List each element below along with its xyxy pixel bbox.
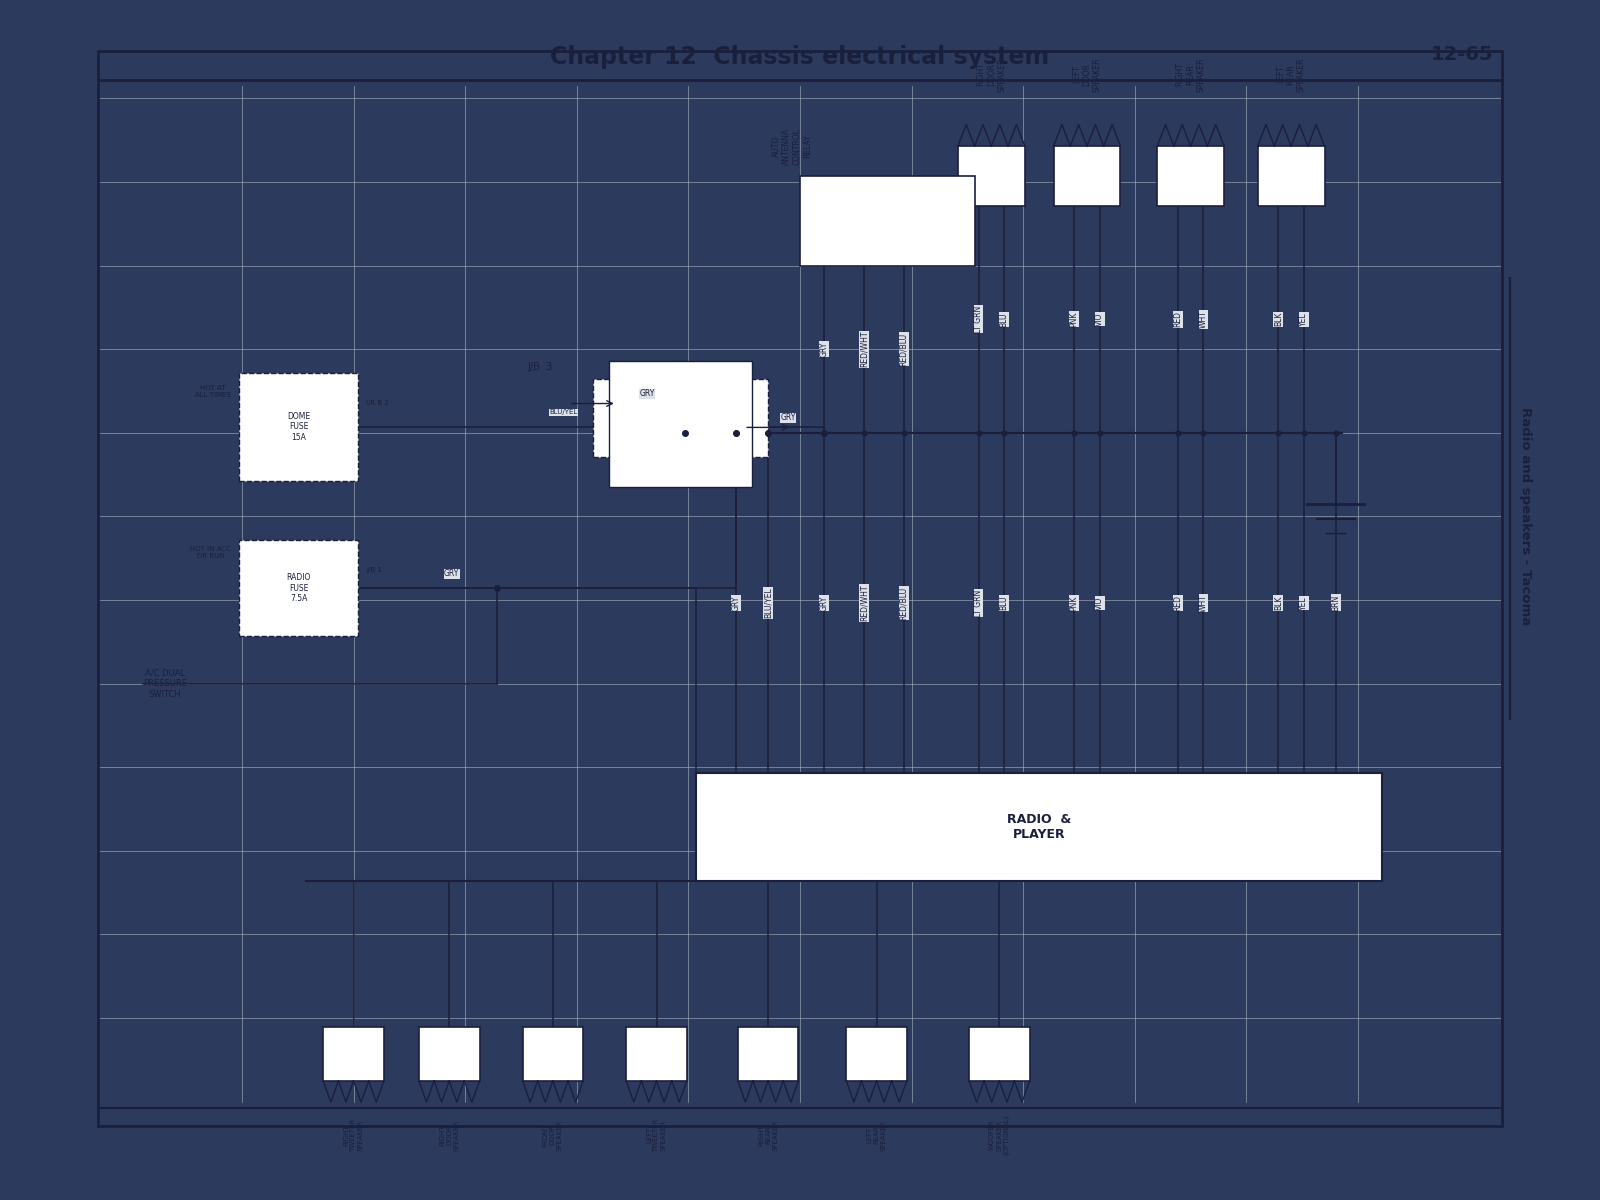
Text: GRY: GRY [819,342,829,356]
Text: LT GRN: LT GRN [974,306,982,332]
Bar [1053,146,1120,206]
Text: GRY: GRY [781,413,795,422]
Bar [523,1027,582,1081]
Text: BLK: BLK [1274,312,1283,326]
Text: 12-65: 12-65 [1430,44,1493,64]
Text: Radio and speakers - Tacoma: Radio and speakers - Tacoma [1518,407,1531,625]
Text: YEL: YEL [1299,596,1309,610]
Bar [323,1027,384,1081]
Text: PNK: PNK [1070,312,1078,326]
Text: LEFT
REAR
SPEAKER: LEFT REAR SPEAKER [1277,58,1306,91]
Text: GRY: GRY [640,390,654,398]
Text: VIO: VIO [1096,313,1104,326]
Text: Chapter 12  Chassis electrical system: Chapter 12 Chassis electrical system [550,44,1050,68]
Bar [238,373,358,480]
Text: WHT: WHT [1198,311,1208,329]
Text: BLU: BLU [1000,312,1008,326]
Text: YEL: YEL [1299,312,1309,326]
Bar [419,1027,480,1081]
Text: PNK: PNK [1070,595,1078,611]
Text: BLU/YEL: BLU/YEL [549,409,578,415]
Text: RIGHT
DOOR
SPEAKER: RIGHT DOOR SPEAKER [440,1120,459,1151]
Text: VIO: VIO [1096,596,1104,610]
Bar [1258,146,1325,206]
Text: LEFT
DOOR
SPEAKER: LEFT DOOR SPEAKER [1072,58,1102,91]
Text: RIGHT
TWEETER
SPEAKER: RIGHT TWEETER SPEAKER [344,1118,363,1152]
Text: RIGHT
DOOR
SPEAKER: RIGHT DOOR SPEAKER [976,58,1006,91]
Text: LT GRN: LT GRN [974,589,982,617]
Text: WHT: WHT [1198,594,1208,612]
Text: BLU/YEL: BLU/YEL [763,588,773,618]
Bar [970,1027,1030,1081]
Text: BLK: BLK [1274,595,1283,610]
Bar [592,379,768,457]
Text: RADIO
FUSE
7.5A: RADIO FUSE 7.5A [286,574,310,602]
Text: A/C DUAL
PRESSURE
SWITCH: A/C DUAL PRESSURE SWITCH [142,668,187,698]
Text: LEFT
TWEETER
SPEAKER: LEFT TWEETER SPEAKER [646,1118,667,1152]
Text: AUTO
ANTENNA
CONTROL
RELAY: AUTO ANTENNA CONTROL RELAY [771,127,813,164]
Text: I/R B 2: I/R B 2 [366,400,389,406]
Text: RED/BLU: RED/BLU [899,332,909,366]
Bar [738,1027,798,1081]
Text: LEFT
REAR
SPEAKER: LEFT REAR SPEAKER [867,1120,886,1151]
Bar [238,540,358,636]
Text: WOOFER
SPEAKER
(OPTIONAL): WOOFER SPEAKER (OPTIONAL) [989,1115,1010,1156]
Bar [958,146,1026,206]
Bar [608,361,752,486]
Text: DOME
FUSE
15A: DOME FUSE 15A [286,412,310,442]
Bar [99,50,1501,1126]
Bar [696,773,1382,881]
Text: BRN: BRN [1331,595,1341,611]
Text: RED/WHT: RED/WHT [859,331,869,367]
Text: HOT IN ACC
OR RUN: HOT IN ACC OR RUN [190,546,230,559]
Text: GRY: GRY [443,569,459,578]
Text: RIGHT
REAR
SPEAKER: RIGHT REAR SPEAKER [758,1120,778,1151]
Text: J/B  3: J/B 3 [528,362,554,372]
Text: RADIO  &
PLAYER: RADIO & PLAYER [1006,812,1072,841]
Text: RED: RED [1173,311,1182,328]
Text: RED/BLU: RED/BLU [899,587,909,619]
Text: RIGHT
REAR
SPEAKER: RIGHT REAR SPEAKER [1176,58,1205,91]
Text: BLU: BLU [1000,595,1008,611]
Text: FRONT
DOOR
SPEAKER: FRONT DOOR SPEAKER [542,1120,563,1151]
Bar [626,1027,686,1081]
Bar [800,176,976,265]
Text: RED: RED [1173,595,1182,611]
Bar [1157,146,1224,206]
Text: GRY: GRY [819,595,829,611]
Text: RED/WHT: RED/WHT [859,584,869,622]
Text: GRY: GRY [731,595,741,611]
Bar [846,1027,907,1081]
Text: HOT AT
ALL TIMES: HOT AT ALL TIMES [195,385,230,398]
Text: J/B 1: J/B 1 [366,568,382,574]
